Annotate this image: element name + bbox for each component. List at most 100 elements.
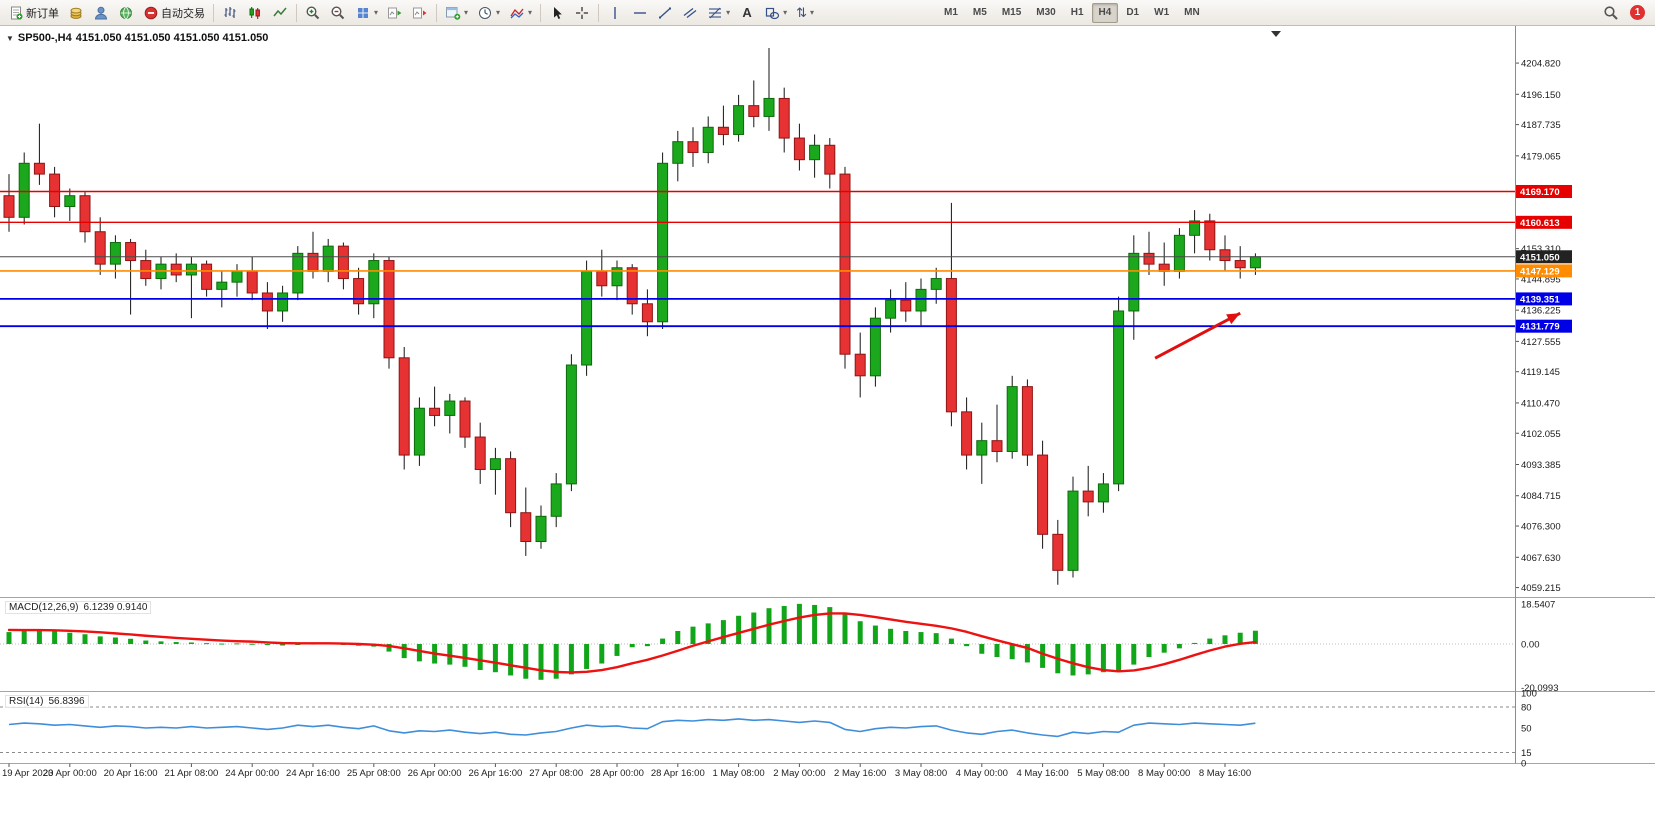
toolbar-right-group: 1: [1599, 2, 1651, 24]
symbol-timeframe-label: SP500-,H4: [17, 32, 72, 44]
horizontal-line-button[interactable]: [628, 2, 652, 24]
macd-histogram-bar: [660, 638, 666, 644]
macd-histogram-bar: [234, 643, 240, 645]
ohlc-values: 4151.050 4151.050 4151.050 4151.050: [75, 32, 269, 44]
indicators-icon: [509, 5, 525, 21]
candlestick-chart-button[interactable]: [243, 2, 267, 24]
bear-candle: [596, 270, 608, 287]
rsi-name: RSI(14): [9, 696, 44, 707]
timeframe-m5-button[interactable]: M5: [972, 7, 987, 18]
rsi-line: [8, 718, 1256, 738]
bear-candle: [398, 357, 410, 456]
bear-candle: [353, 278, 365, 305]
macd-histogram-bar: [812, 604, 818, 644]
macd-histogram-bar: [629, 644, 635, 648]
bull-candle: [489, 458, 501, 470]
chevron-down-icon: ▾: [726, 8, 731, 17]
macd-histogram-bar: [1024, 644, 1030, 663]
horizontal-lines[interactable]: 4169.170 4160.613 4151.050 4147.129 4139.351…: [0, 184, 1572, 333]
bull-candle: [535, 515, 547, 543]
macd-histogram-bar: [1085, 644, 1091, 675]
svg-text:4059.215: 4059.215: [1521, 583, 1561, 594]
text-button[interactable]: A: [735, 2, 759, 24]
grid-button[interactable]: ▾: [351, 2, 382, 24]
market-button[interactable]: [114, 2, 138, 24]
coins-icon: [68, 5, 84, 21]
macd-panel: 18.5407 0.00 -20.0993: [0, 599, 1559, 694]
bear-candle: [991, 440, 1003, 452]
zoom-in-icon: [305, 5, 321, 21]
chart-shift-icon: [412, 5, 428, 21]
indicators-button[interactable]: ▾: [505, 2, 536, 24]
timeframe-h1-button[interactable]: H1: [1070, 7, 1084, 18]
bear-candle: [1052, 533, 1064, 571]
macd-histogram-bar: [128, 638, 134, 644]
bear-candle: [1082, 490, 1094, 503]
timeframe-d1-button[interactable]: D1: [1126, 7, 1140, 18]
chart-title: ▼ SP500-,H4 4151.050 4151.050 4151.050 4…: [6, 32, 268, 44]
price-axis[interactable]: 4204.820 4196.150 4187.735 4179.065 4153.310…: [1515, 59, 1561, 595]
chart-shift-marker[interactable]: [1271, 31, 1281, 37]
timeframe-m1-button[interactable]: M1: [944, 7, 958, 18]
search-button[interactable]: [1599, 2, 1623, 24]
svg-text:4147.129: 4147.129: [1520, 266, 1560, 277]
grid-icon: [355, 5, 371, 21]
svg-text:24 Apr 00:00: 24 Apr 00:00: [225, 768, 279, 779]
profile-button[interactable]: [89, 2, 113, 24]
svg-text:4144.895: 4144.895: [1521, 274, 1561, 285]
bar-chart-button[interactable]: [218, 2, 242, 24]
timeframe-h4-button[interactable]: H4: [1091, 2, 1119, 23]
panel-separators[interactable]: [0, 26, 1655, 764]
svg-text:0.00: 0.00: [1521, 640, 1540, 651]
macd-histogram-bar: [82, 634, 88, 644]
notification-badge[interactable]: 1: [1630, 5, 1645, 20]
macd-histogram-bar: [401, 644, 407, 659]
zoom-in-button[interactable]: [301, 2, 325, 24]
macd-histogram-bar: [918, 632, 924, 644]
price-chart-canvas[interactable]: 4204.820 4196.150 4187.735 4179.065 4153.310…: [0, 26, 1655, 830]
auto-scroll-button[interactable]: [383, 2, 407, 24]
bear-candle: [474, 436, 486, 470]
arrow-annotation[interactable]: [1154, 311, 1241, 360]
svg-text:20 Apr 00:00: 20 Apr 00:00: [43, 768, 97, 779]
chevron-down-icon: ▾: [528, 8, 533, 17]
macd-histogram-bar: [614, 644, 620, 656]
timeframe-m30-button[interactable]: M30: [1036, 7, 1056, 18]
macd-histogram-bar: [219, 643, 225, 645]
new-order-button[interactable]: 新订单: [4, 2, 63, 24]
svg-text:4187.735: 4187.735: [1521, 120, 1561, 131]
bull-candle: [1097, 483, 1109, 503]
bull-candle: [231, 270, 243, 283]
shapes-button[interactable]: ▾: [760, 2, 791, 24]
svg-text:100: 100: [1521, 689, 1537, 700]
collapse-triangle-icon[interactable]: ▼: [6, 33, 14, 43]
bear-candle: [383, 260, 395, 359]
bull-candle: [763, 97, 775, 117]
trendline-button[interactable]: [653, 2, 677, 24]
macd-histogram-bar: [1100, 644, 1106, 673]
auto-trading-button[interactable]: 自动交易: [139, 2, 209, 24]
line-chart-button[interactable]: [268, 2, 292, 24]
bull-candle: [322, 245, 334, 272]
new-chart-button[interactable]: ▾: [441, 2, 472, 24]
timeframe-w1-button[interactable]: W1: [1154, 7, 1170, 18]
macd-histogram-bar: [1161, 644, 1167, 653]
macd-histogram-bar: [204, 643, 210, 645]
macd-histogram-bar: [158, 641, 164, 644]
vertical-line-button[interactable]: [603, 2, 627, 24]
channel-icon: [682, 5, 698, 21]
timeframe-mn-button[interactable]: MN: [1184, 7, 1200, 18]
cursor-button[interactable]: [545, 2, 569, 24]
arrows-button[interactable]: ⇅ ▾: [792, 2, 818, 24]
chevron-down-icon: ▾: [783, 8, 788, 17]
chart-shift-button[interactable]: [408, 2, 432, 24]
crosshair-button[interactable]: [570, 2, 594, 24]
coins-button[interactable]: [64, 2, 88, 24]
fibonacci-button[interactable]: ▾: [703, 2, 734, 24]
timeframes-dropdown-button[interactable]: ▾: [473, 2, 504, 24]
zoom-out-button[interactable]: [326, 2, 350, 24]
channel-button[interactable]: [678, 2, 702, 24]
timeframe-m15-button[interactable]: M15: [1001, 7, 1022, 18]
bear-candle: [79, 195, 91, 233]
